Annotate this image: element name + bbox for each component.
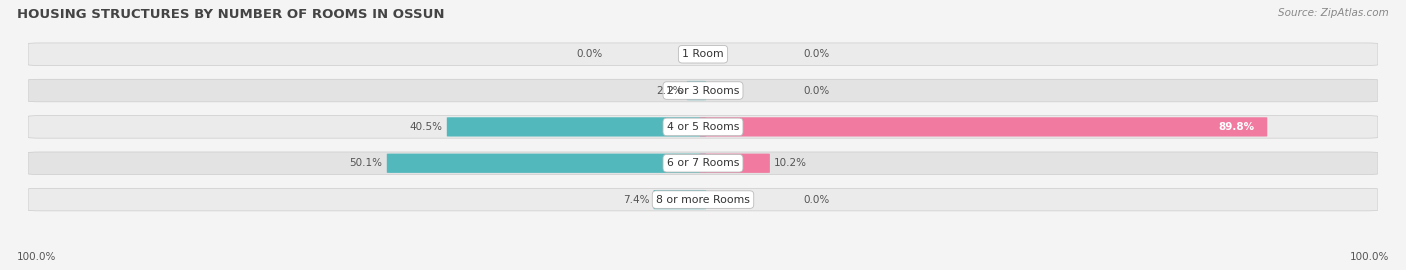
Text: 6 or 7 Rooms: 6 or 7 Rooms	[666, 158, 740, 168]
FancyBboxPatch shape	[700, 154, 770, 173]
FancyBboxPatch shape	[700, 117, 1267, 137]
Text: 2.1%: 2.1%	[655, 86, 682, 96]
FancyBboxPatch shape	[686, 81, 706, 100]
FancyBboxPatch shape	[654, 190, 706, 209]
FancyBboxPatch shape	[28, 116, 1378, 138]
Text: 8 or more Rooms: 8 or more Rooms	[657, 195, 749, 205]
FancyBboxPatch shape	[28, 152, 1378, 174]
FancyBboxPatch shape	[28, 43, 1378, 65]
Text: 7.4%: 7.4%	[623, 195, 650, 205]
Text: 2 or 3 Rooms: 2 or 3 Rooms	[666, 86, 740, 96]
Text: 89.8%: 89.8%	[1219, 122, 1254, 132]
Text: 100.0%: 100.0%	[17, 252, 56, 262]
Text: 50.1%: 50.1%	[350, 158, 382, 168]
Text: 40.5%: 40.5%	[409, 122, 443, 132]
Text: Source: ZipAtlas.com: Source: ZipAtlas.com	[1278, 8, 1389, 18]
Text: 0.0%: 0.0%	[803, 86, 830, 96]
Text: 100.0%: 100.0%	[1350, 252, 1389, 262]
Text: 0.0%: 0.0%	[803, 195, 830, 205]
FancyBboxPatch shape	[387, 154, 706, 173]
Text: 0.0%: 0.0%	[803, 49, 830, 59]
Text: 4 or 5 Rooms: 4 or 5 Rooms	[666, 122, 740, 132]
Text: HOUSING STRUCTURES BY NUMBER OF ROOMS IN OSSUN: HOUSING STRUCTURES BY NUMBER OF ROOMS IN…	[17, 8, 444, 21]
Text: 0.0%: 0.0%	[576, 49, 603, 59]
FancyBboxPatch shape	[447, 117, 706, 137]
Text: 1 Room: 1 Room	[682, 49, 724, 59]
Text: 10.2%: 10.2%	[775, 158, 807, 168]
FancyBboxPatch shape	[28, 79, 1378, 102]
FancyBboxPatch shape	[28, 188, 1378, 211]
